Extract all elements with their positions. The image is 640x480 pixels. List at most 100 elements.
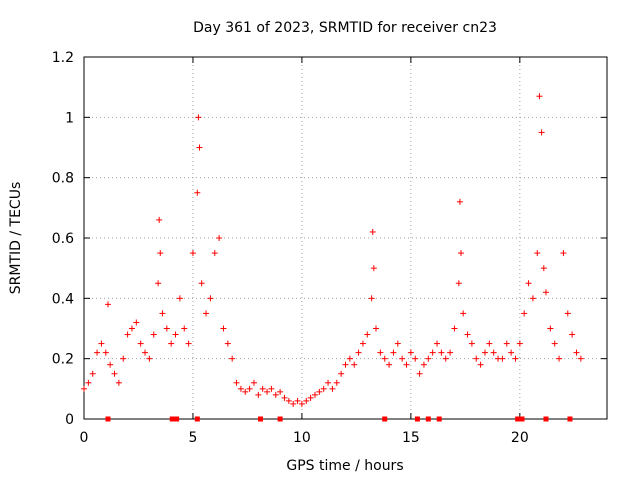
data-point [250,379,257,386]
data-point [359,340,366,347]
data-point [203,310,210,317]
data-point [508,349,515,356]
data-point [364,331,371,338]
data-point [81,385,87,392]
data-point [540,265,547,272]
data-point [181,325,188,332]
data-point [120,355,127,362]
data-point [486,340,493,347]
y-tick-label: 0 [65,412,74,428]
data-point [456,198,463,205]
data-point [194,189,201,196]
data-point [468,340,475,347]
data-point [189,250,196,257]
data-point [237,385,244,392]
data-point [272,391,279,398]
data-points [81,93,584,407]
data-point [512,355,519,362]
data-point [89,370,96,377]
data-point [285,397,292,404]
data-point [157,250,164,257]
data-point [311,391,318,398]
data-point [111,370,118,377]
data-point [259,385,266,392]
data-point [425,355,432,362]
axis-marker [414,416,420,422]
data-point [168,340,175,347]
data-point [137,340,144,347]
data-point [115,379,122,386]
data-point [307,394,314,401]
data-point [534,250,541,257]
data-point [403,361,410,368]
data-point [142,349,149,356]
axis-marker [277,416,283,422]
data-point [399,355,406,362]
data-point [560,250,567,257]
data-point [434,340,441,347]
data-point [564,310,571,317]
y-tick-label: 0.8 [52,171,74,187]
data-point [499,355,506,362]
data-point [185,340,192,347]
data-point [329,385,336,392]
data-point [207,295,214,302]
data-point [268,385,275,392]
y-axis: 0 0.2 0.4 0.6 0.8 1 1.2 [52,50,607,428]
data-point [573,349,580,356]
data-point [386,361,393,368]
axis-marker [567,416,573,422]
data-point [477,361,484,368]
data-point [246,385,253,392]
data-point [264,388,271,395]
data-point [176,295,183,302]
x-tick-label: 15 [402,430,420,446]
data-point [224,340,231,347]
data-point [94,349,101,356]
data-point [551,340,558,347]
data-point [195,114,202,121]
data-point [451,325,458,332]
data-point [529,295,536,302]
data-point [390,349,397,356]
y-tick-label: 1.2 [52,50,74,66]
data-point [163,325,170,332]
data-point [460,310,467,317]
axis-marker [169,416,175,422]
data-point [338,370,345,377]
x-tick-label: 5 [188,430,197,446]
y-tick-label: 1 [65,110,74,126]
axis-marker [543,416,549,422]
data-point [196,144,203,151]
data-point [464,331,471,338]
data-point [320,385,327,392]
data-point [447,349,454,356]
y-axis-label: SRMTID / TECUs [8,182,24,295]
data-point [473,355,480,362]
data-point [104,301,111,308]
data-point [333,379,340,386]
data-point [220,325,227,332]
data-point [346,355,353,362]
data-point [521,310,528,317]
data-point [133,319,140,326]
axis-marker [382,416,388,422]
data-point [516,340,523,347]
data-point [442,355,449,362]
x-axis-label: GPS time / hours [286,458,403,474]
axis-marker [519,416,525,422]
axis-marker [194,416,200,422]
chart-title: Day 361 of 2023, SRMTID for receiver cn2… [193,20,497,36]
axis-marker [174,416,180,422]
y-tick-label: 0.6 [52,231,74,247]
data-point [457,250,464,257]
data-point [107,361,114,368]
data-point [351,361,358,368]
axis-marker [105,416,111,422]
data-point [128,325,135,332]
data-point [255,391,262,398]
data-point [368,295,375,302]
data-point [420,361,427,368]
data-point [156,216,163,223]
y-tick-label: 0.4 [52,291,74,307]
